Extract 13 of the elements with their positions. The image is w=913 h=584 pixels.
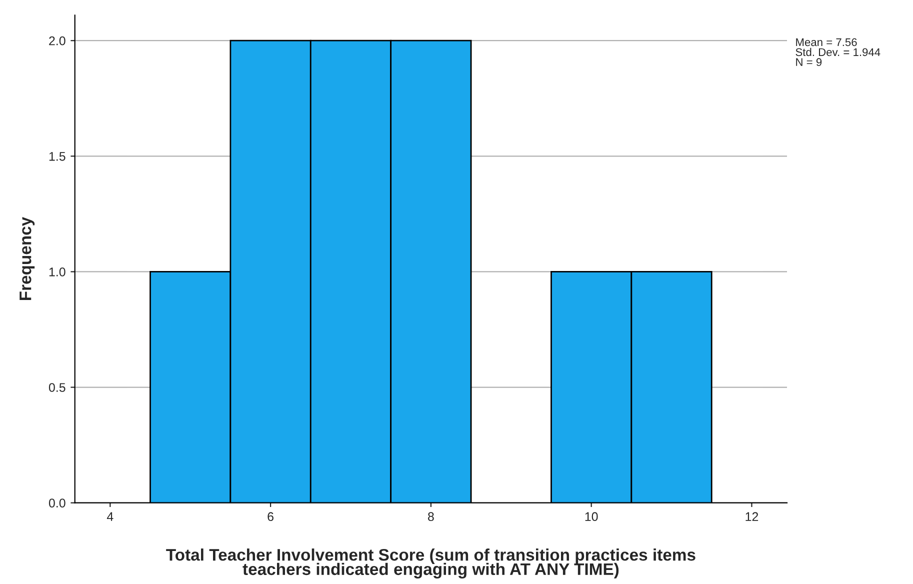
x-tick-label: 8 <box>428 512 434 522</box>
y-tick-label: 0.0 <box>48 498 66 508</box>
x-axis-title: Total Teacher Involvement Score (sum of transition practices items teachers indicated engaging with AT ANY TIME) <box>166 548 696 578</box>
x-tick-label: 6 <box>268 512 274 522</box>
text: Mean = 7.56 Std. Dev. = 1.944 N = 9 <box>796 38 880 66</box>
y-tick-label: 2.0 <box>49 36 66 46</box>
y-tick-label: 1.0 <box>49 268 66 276</box>
y-axis-title: Frequency <box>20 216 35 300</box>
y-tick-label: 0.5 <box>48 383 66 392</box>
x-tick-label: 12 <box>746 512 758 521</box>
x-tick-label: 4 <box>106 512 114 521</box>
y-tick-label: 1.5 <box>49 152 66 161</box>
x-tick-label: 10 <box>585 512 598 522</box>
